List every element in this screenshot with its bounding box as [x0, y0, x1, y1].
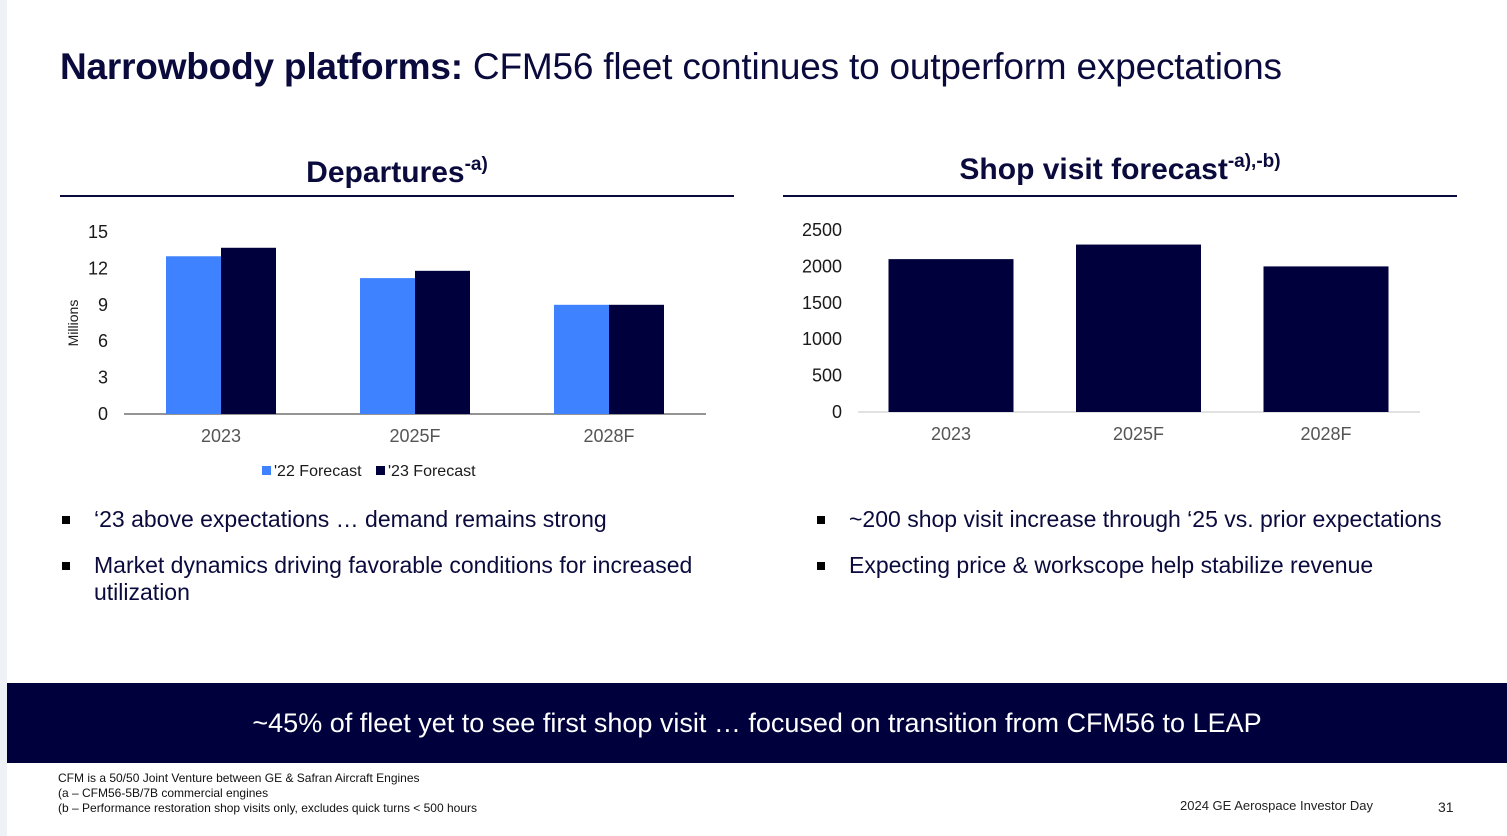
footnote-b: (b – Performance restoration shop visits… — [58, 801, 477, 815]
slide-title: Narrowbody platforms: CFM56 fleet contin… — [60, 46, 1282, 88]
bullet-marker — [62, 516, 70, 524]
departures-bar — [415, 270, 470, 414]
legend-swatch-22 — [262, 466, 271, 475]
right-bullet-list: ~200 shop visit increase through ‘25 vs.… — [815, 506, 1455, 598]
left-edge-strip — [0, 0, 7, 836]
shop-visit-header-text: Shop visit forecast — [959, 153, 1228, 186]
legend-swatch-23 — [376, 466, 385, 475]
departures-y-axis-label: Millions — [65, 300, 81, 347]
left-bullet-list: ‘23 above expectations … demand remains … — [60, 506, 700, 625]
title-rest: CFM56 fleet continues to outperform expe… — [462, 46, 1282, 87]
departures-bar — [554, 304, 609, 414]
departures-header-sup: -a) — [464, 154, 488, 175]
shop-visit-ytick-label: 2000 — [802, 256, 842, 276]
departures-header: Departures-a) — [60, 154, 734, 190]
departures-legend: '22 Forecast '23 Forecast — [262, 463, 486, 481]
page-number: 31 — [1438, 799, 1454, 815]
key-takeaway-banner: ~45% of fleet yet to see first shop visi… — [7, 683, 1507, 763]
departures-bar — [221, 247, 276, 414]
bullet-marker — [817, 516, 825, 524]
departures-ytick-label: 9 — [98, 295, 108, 315]
departures-ytick-label: 15 — [88, 222, 108, 242]
right-bullet-1-text: ~200 shop visit increase through ‘25 vs.… — [849, 506, 1442, 532]
shop-visit-bar — [888, 259, 1014, 412]
shop-visit-ytick-label: 500 — [812, 366, 842, 386]
shop-visit-bar — [1076, 244, 1201, 412]
departures-category-label: 2025F — [389, 426, 440, 446]
left-bullet-1: ‘23 above expectations … demand remains … — [60, 506, 700, 533]
left-bullet-2: Market dynamics driving favorable condit… — [60, 552, 700, 606]
bullet-marker — [817, 562, 825, 570]
shop-visit-chart: 0 500 1000 1500 2000 2500 2023 2025F 2028F — [802, 220, 1420, 444]
shop-visit-bar — [1263, 266, 1389, 412]
departures-category-label: 2028F — [583, 426, 634, 446]
departures-header-text: Departures — [306, 156, 465, 189]
shop-visit-category-label: 2025F — [1113, 424, 1164, 444]
departures-chart: 0 3 6 9 12 15 2023 2025F 2028F Millions — [65, 222, 706, 446]
event-name: 2024 GE Aerospace Investor Day — [1180, 798, 1373, 813]
legend-item-22-forecast: '22 Forecast — [262, 463, 362, 480]
right-bullet-2: Expecting price & workscope help stabili… — [815, 552, 1455, 579]
left-bullet-2-text: Market dynamics driving favorable condit… — [94, 552, 693, 605]
shop-visit-ytick-label: 0 — [832, 402, 842, 422]
departures-bar — [360, 278, 415, 414]
right-bullet-2-text: Expecting price & workscope help stabili… — [849, 552, 1374, 578]
shop-visit-header-sup: -a),-b) — [1227, 151, 1281, 172]
shop-visit-ytick-label: 2500 — [802, 220, 842, 240]
footnote-cfm: CFM is a 50/50 Joint Venture between GE … — [58, 771, 420, 785]
footnote-a: (a – CFM56-5B/7B commercial engines — [58, 786, 269, 800]
departures-ytick-label: 6 — [98, 331, 108, 351]
banner-text: ~45% of fleet yet to see first shop visi… — [252, 707, 1262, 738]
footnotes: CFM is a 50/50 Joint Venture between GE … — [58, 771, 477, 816]
bullet-marker — [62, 562, 70, 570]
title-bold: Narrowbody platforms: — [60, 46, 463, 87]
departures-ytick-label: 3 — [98, 368, 108, 388]
legend-label-22: '22 Forecast — [274, 463, 362, 480]
shop-visit-category-label: 2023 — [931, 424, 971, 444]
departures-header-rule — [60, 195, 734, 197]
shop-visit-header: Shop visit forecast-a),-b) — [783, 151, 1457, 187]
departures-category-label: 2023 — [201, 426, 241, 446]
legend-item-23-forecast: '23 Forecast — [376, 463, 476, 480]
departures-bar — [609, 304, 664, 414]
shop-visit-ytick-label: 1500 — [802, 293, 842, 313]
shop-visit-header-rule — [783, 195, 1457, 197]
left-bullet-1-text: ‘23 above expectations … demand remains … — [94, 506, 607, 532]
legend-label-23: '23 Forecast — [388, 463, 476, 480]
departures-ytick-label: 0 — [98, 404, 108, 424]
departures-ytick-label: 12 — [88, 258, 108, 278]
departures-bar — [166, 256, 221, 414]
right-bullet-1: ~200 shop visit increase through ‘25 vs.… — [815, 506, 1455, 533]
shop-visit-ytick-label: 1000 — [802, 329, 842, 349]
shop-visit-category-label: 2028F — [1300, 424, 1351, 444]
